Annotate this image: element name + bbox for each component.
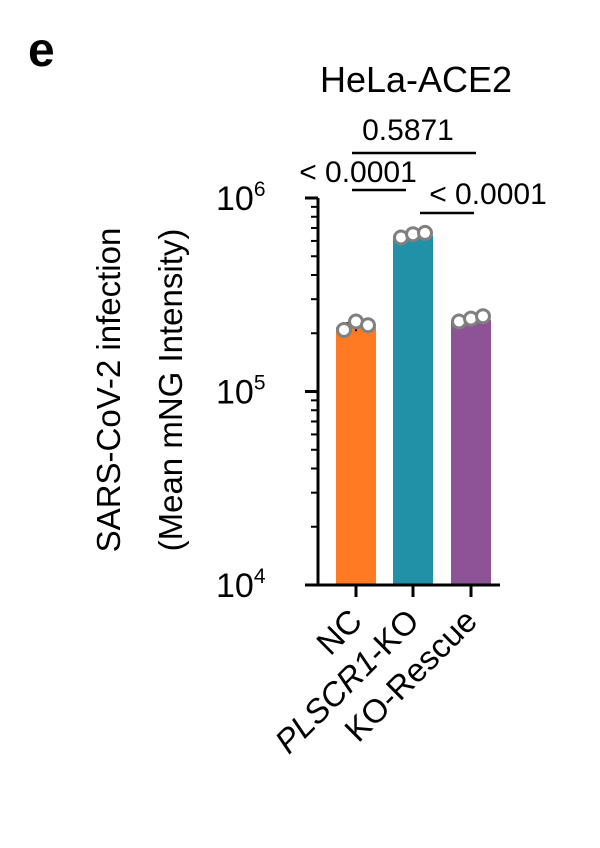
- y-axis: 104 105 106: [216, 178, 320, 605]
- data-point: [475, 308, 491, 325]
- p-value-label: 0.5871: [362, 114, 454, 147]
- significance-comparisons: 0.5871 < 0.0001 < 0.0001: [299, 114, 547, 215]
- y-axis-label-line-1: SARS-CoV-2 infection: [90, 228, 127, 553]
- y-tick-label: 105: [216, 372, 266, 412]
- bar: [451, 319, 491, 585]
- data-point: [417, 224, 433, 241]
- data-point: [336, 321, 352, 338]
- p-value-label: < 0.0001: [299, 156, 417, 189]
- panel-letter: e: [28, 24, 55, 77]
- x-axis: [318, 583, 500, 597]
- chart-title: HeLa-ACE2: [320, 59, 512, 100]
- bar: [336, 327, 376, 585]
- bars: [336, 235, 491, 585]
- p-value-label: < 0.0001: [429, 178, 547, 211]
- y-tick-label: 104: [216, 565, 266, 605]
- bar: [393, 235, 433, 585]
- y-axis-label-line-2: (Mean mNG Intensity): [152, 229, 189, 552]
- y-tick-label: 106: [216, 178, 266, 218]
- data-point: [360, 317, 376, 334]
- data-points: [336, 224, 491, 338]
